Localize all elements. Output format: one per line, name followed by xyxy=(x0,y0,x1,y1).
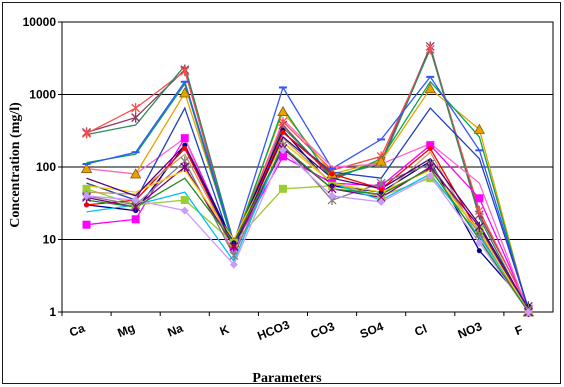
y-axis-ticks: 1 10 100 1000 10000 xyxy=(23,15,62,319)
y-tick-label: 10000 xyxy=(23,15,57,29)
series-line xyxy=(86,47,530,310)
series-lines xyxy=(86,44,530,313)
x-tick-label: K xyxy=(218,322,232,338)
series-line xyxy=(86,118,530,313)
data-point xyxy=(82,184,91,193)
data-point xyxy=(475,194,484,203)
x-axis-title: Parameters xyxy=(252,371,322,386)
data-point xyxy=(182,145,188,151)
data-point xyxy=(277,105,289,117)
data-point xyxy=(427,145,433,151)
x-tick-label: NO3 xyxy=(456,319,484,341)
series-line xyxy=(86,135,530,310)
y-tick-label: 1 xyxy=(49,305,56,319)
series-line xyxy=(86,106,530,310)
x-tick-label: Ca xyxy=(67,321,87,340)
data-point xyxy=(378,186,384,192)
series-line xyxy=(86,44,530,307)
data-point xyxy=(278,152,287,161)
data-point xyxy=(131,196,140,205)
series-line xyxy=(86,137,530,313)
data-point xyxy=(180,196,189,205)
data-point xyxy=(376,178,386,189)
x-tick-label: Na xyxy=(166,321,186,340)
data-point xyxy=(229,241,239,252)
data-point xyxy=(130,168,142,179)
data-point xyxy=(524,308,533,316)
series-line xyxy=(86,145,530,313)
data-point xyxy=(82,220,91,229)
x-axis-ticks: Ca Mg Na K HCO3 CO3 SO4 Cl NO3 F xyxy=(61,312,525,343)
data-point xyxy=(229,250,239,261)
data-point xyxy=(426,172,435,181)
data-point xyxy=(474,205,484,216)
data-point xyxy=(426,141,435,150)
data-point xyxy=(425,162,435,172)
y-tick-label: 10 xyxy=(43,233,57,247)
x-tick-label: HCO3 xyxy=(255,317,291,343)
data-point xyxy=(280,129,286,135)
series-line xyxy=(86,149,530,313)
data-point xyxy=(179,87,191,98)
data-point xyxy=(80,162,93,173)
data-point xyxy=(377,197,386,206)
x-tick-label: F xyxy=(513,322,525,338)
data-point xyxy=(424,83,436,94)
x-tick-label: CO3 xyxy=(308,319,336,341)
data-point xyxy=(278,146,287,155)
data-point xyxy=(425,44,435,55)
data-point xyxy=(476,248,482,254)
data-point xyxy=(329,171,335,177)
series-line xyxy=(86,141,530,313)
data-point xyxy=(131,103,141,114)
data-point xyxy=(180,162,190,172)
series-line xyxy=(86,75,530,310)
data-point xyxy=(84,202,90,208)
x-tick-label: Cl xyxy=(413,322,429,339)
series-line xyxy=(86,80,530,313)
x-tick-label: SO4 xyxy=(358,319,386,341)
data-point xyxy=(82,191,91,200)
data-point xyxy=(475,238,484,247)
y-tick-label: 1000 xyxy=(29,88,56,102)
data-point xyxy=(131,215,140,224)
x-tick-label: Mg xyxy=(115,321,136,340)
series-line xyxy=(86,177,530,313)
series-line xyxy=(86,136,530,310)
data-point xyxy=(278,116,288,127)
data-point xyxy=(229,260,238,269)
series-markers xyxy=(80,41,535,317)
data-point xyxy=(131,112,141,123)
data-point xyxy=(180,206,189,215)
data-point xyxy=(278,184,287,193)
y-axis-title: Concentration (mg/l) xyxy=(8,102,23,228)
data-point xyxy=(180,134,189,143)
data-point xyxy=(474,221,484,232)
data-point xyxy=(180,66,190,77)
data-point xyxy=(473,123,485,134)
data-point xyxy=(328,191,337,200)
data-point xyxy=(82,128,92,139)
data-point xyxy=(375,155,387,166)
y-tick-label: 100 xyxy=(36,160,56,174)
